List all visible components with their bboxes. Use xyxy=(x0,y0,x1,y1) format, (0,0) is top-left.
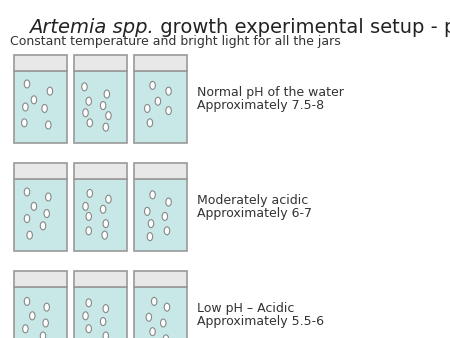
Circle shape xyxy=(22,103,28,111)
Circle shape xyxy=(148,220,154,227)
Circle shape xyxy=(86,97,91,105)
Circle shape xyxy=(164,227,170,235)
Circle shape xyxy=(146,313,152,321)
Circle shape xyxy=(27,231,32,239)
Circle shape xyxy=(150,191,155,199)
Circle shape xyxy=(163,335,169,338)
Text: Moderately acidic: Moderately acidic xyxy=(198,194,309,207)
Circle shape xyxy=(86,213,91,220)
Circle shape xyxy=(103,305,108,313)
Circle shape xyxy=(83,312,88,320)
Circle shape xyxy=(161,319,166,327)
Circle shape xyxy=(103,332,108,338)
Bar xyxy=(134,271,187,287)
Text: Low pH – Acidic: Low pH – Acidic xyxy=(198,302,295,315)
Bar xyxy=(74,55,127,71)
Circle shape xyxy=(102,231,108,239)
Circle shape xyxy=(152,297,157,306)
Circle shape xyxy=(87,119,93,127)
Text: Approximately 5.5-6: Approximately 5.5-6 xyxy=(198,315,324,328)
Circle shape xyxy=(103,123,108,131)
Bar xyxy=(134,71,187,143)
Bar xyxy=(134,55,187,71)
Circle shape xyxy=(147,119,153,127)
Circle shape xyxy=(45,121,51,129)
Circle shape xyxy=(155,97,161,105)
Circle shape xyxy=(147,233,153,241)
Bar xyxy=(74,179,127,251)
Circle shape xyxy=(42,104,47,113)
Bar xyxy=(74,71,127,143)
Bar xyxy=(14,55,67,71)
Circle shape xyxy=(44,210,50,218)
Circle shape xyxy=(144,208,150,215)
Circle shape xyxy=(22,325,28,333)
Circle shape xyxy=(100,318,106,325)
Circle shape xyxy=(47,87,53,95)
Bar xyxy=(74,287,127,338)
Bar xyxy=(74,271,127,287)
Circle shape xyxy=(103,220,108,227)
Circle shape xyxy=(86,227,91,235)
Text: growth experimental setup - pH: growth experimental setup - pH xyxy=(154,18,450,37)
Text: Constant temperature and bright light for all the jars: Constant temperature and bright light fo… xyxy=(10,35,341,48)
Circle shape xyxy=(106,195,111,203)
Bar xyxy=(134,163,187,179)
Circle shape xyxy=(30,312,35,320)
Circle shape xyxy=(83,202,88,210)
Bar xyxy=(14,287,67,338)
Text: Approximately 6-7: Approximately 6-7 xyxy=(198,207,312,220)
Circle shape xyxy=(31,202,36,210)
Circle shape xyxy=(150,328,155,336)
Bar xyxy=(14,163,67,179)
Circle shape xyxy=(24,297,30,306)
Circle shape xyxy=(164,303,170,311)
Circle shape xyxy=(150,81,155,89)
Text: Approximately 7.5-8: Approximately 7.5-8 xyxy=(198,99,324,112)
Circle shape xyxy=(100,101,106,110)
Bar xyxy=(14,271,67,287)
Circle shape xyxy=(40,332,46,338)
Circle shape xyxy=(24,215,30,223)
Circle shape xyxy=(100,205,106,213)
Circle shape xyxy=(162,213,167,220)
Text: Normal pH of the water: Normal pH of the water xyxy=(198,86,344,99)
Circle shape xyxy=(87,189,93,197)
Circle shape xyxy=(24,188,30,196)
Bar xyxy=(134,179,187,251)
Circle shape xyxy=(40,222,46,230)
Text: Artemia spp.: Artemia spp. xyxy=(29,18,154,37)
Circle shape xyxy=(24,80,30,88)
Circle shape xyxy=(45,193,51,201)
Circle shape xyxy=(86,325,91,333)
Bar xyxy=(74,163,127,179)
Circle shape xyxy=(86,299,91,307)
Circle shape xyxy=(104,90,110,98)
Circle shape xyxy=(144,104,150,113)
Circle shape xyxy=(166,106,171,115)
Circle shape xyxy=(106,112,111,120)
Circle shape xyxy=(82,83,87,91)
Circle shape xyxy=(43,319,49,327)
Circle shape xyxy=(31,96,36,104)
Circle shape xyxy=(44,303,50,311)
Circle shape xyxy=(166,198,171,206)
Circle shape xyxy=(83,109,88,117)
Circle shape xyxy=(22,119,27,127)
Circle shape xyxy=(166,87,171,95)
Bar xyxy=(134,287,187,338)
Bar xyxy=(14,179,67,251)
Bar xyxy=(14,71,67,143)
